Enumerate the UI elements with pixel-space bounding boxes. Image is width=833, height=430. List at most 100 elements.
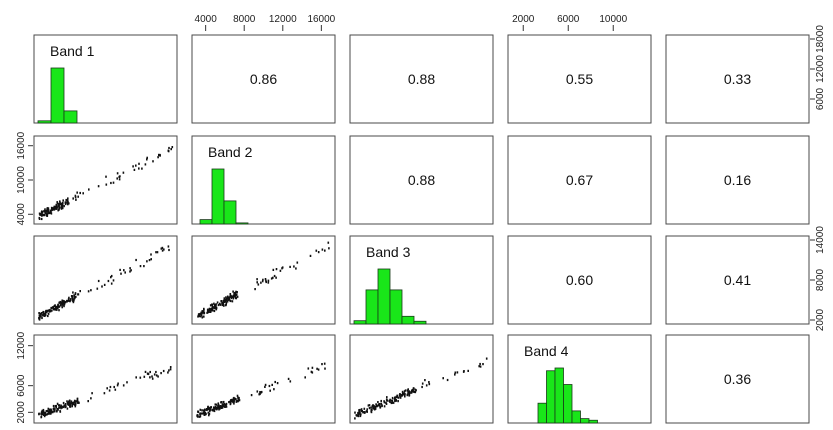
scatter-point-r2-c1	[48, 209, 50, 212]
scatter-point-r4-c2	[208, 414, 210, 417]
scatter-point-r4-c3	[363, 407, 366, 410]
scatter-point-r4-c2	[211, 408, 214, 411]
scatter-point-r3-c2	[309, 254, 312, 257]
scatter-point-r4-c2	[264, 385, 266, 388]
scatter-point-r2-c1	[58, 206, 61, 209]
scatter-point-r3-c1	[47, 314, 49, 318]
scatter-point-r4-c3	[479, 365, 482, 368]
scatter-point-r4-c3	[421, 385, 423, 389]
scatter-point-r4-c1	[50, 408, 52, 411]
scatter-point-r3-c2	[219, 303, 222, 306]
scatter-point-r2-c1	[66, 201, 69, 204]
scatter-point-r3-c2	[220, 300, 222, 303]
scatter-point-r3-c2	[203, 315, 205, 318]
scatter-point-r4-c1	[71, 403, 74, 406]
scatter-point-r2-c1	[53, 207, 56, 210]
histogram-bar-band4-4	[563, 384, 573, 424]
scatter-point-r2-c1	[44, 212, 46, 215]
scatter-point-r3-c1	[63, 301, 65, 304]
scatter-point-r4-c1	[47, 407, 50, 410]
scatter-point-r3-c1	[57, 307, 59, 310]
scatter-point-r4-c2	[214, 403, 217, 406]
scatter-point-r4-c3	[364, 411, 366, 414]
histogram-bar-band4-6	[580, 418, 590, 424]
scatter-point-r4-c3	[370, 411, 373, 414]
scatter-point-r2-c1	[58, 204, 60, 207]
scatter-point-r4-c3	[403, 392, 405, 395]
scatter-point-r4-c3	[409, 391, 411, 394]
scatter-point-r4-c3	[394, 399, 396, 403]
scatter-point-r4-c1	[59, 405, 61, 408]
scatter-point-r3-c1	[161, 249, 164, 252]
correlation-r1-c3: 0.88	[408, 71, 435, 87]
scatter-point-r3-c2	[236, 295, 239, 298]
scatter-point-r4-c3	[379, 406, 381, 409]
scatter-point-r4-c1	[169, 368, 172, 371]
scatter-point-r2-c1	[61, 207, 64, 210]
scatter-point-r4-c1	[53, 407, 55, 410]
scatter-point-r4-c3	[395, 395, 398, 398]
scatter-point-r4-c1	[151, 377, 154, 380]
scatter-point-r4-c1	[56, 402, 59, 405]
scatter-point-r3-c1	[167, 245, 170, 248]
scatter-point-r4-c3	[357, 414, 360, 417]
scatter-point-r2-c1	[171, 146, 174, 149]
scatter-point-r4-c1	[55, 404, 57, 408]
scatter-point-r3-c2	[324, 249, 326, 252]
scatter-point-r4-c3	[378, 404, 380, 407]
scatter-point-r3-c2	[224, 299, 227, 302]
scatter-point-r4-c3	[366, 410, 368, 413]
scatter-point-r4-c1	[40, 412, 42, 415]
panel-r3-c1	[33, 235, 178, 325]
tick-label-right_row3-2: 14000	[815, 226, 826, 254]
scatter-point-r4-c3	[358, 409, 360, 412]
scatter-point-r4-c2	[289, 380, 292, 383]
tick-label-right_row3-1: 8000	[815, 268, 826, 291]
scatter-point-r3-c1	[72, 299, 74, 302]
scatter-point-r2-c1	[50, 210, 52, 213]
scatter-point-r3-c1	[49, 310, 52, 313]
scatter-point-r4-c1	[64, 406, 66, 409]
scatter-point-r4-c2	[219, 407, 221, 410]
scatter-point-r2-c1	[59, 201, 61, 204]
scatter-point-r3-c2	[222, 302, 224, 305]
scatter-point-r2-c1	[152, 160, 154, 163]
histogram-bar-band2-2	[211, 168, 225, 225]
scatter-point-r4-c1	[42, 408, 45, 412]
scatter-point-r3-c1	[77, 293, 80, 296]
scatter-point-r4-c1	[126, 381, 128, 384]
scatter-point-r4-c3	[399, 396, 402, 399]
scatter-point-r4-c2	[203, 409, 206, 413]
scatter-point-r2-c1	[45, 212, 47, 215]
scatter-point-r4-c2	[238, 399, 241, 402]
scatter-point-r3-c1	[97, 279, 100, 283]
band-label-2: Band 2	[208, 144, 253, 160]
scatter-point-r3-c1	[73, 294, 75, 297]
scatter-point-r4-c2	[209, 410, 211, 413]
scatter-point-r2-c1	[52, 207, 55, 210]
mark-layer: 0.86 0.88 0.55 0.33 0.88 0.67 0.16 0.60 0.41 0.36…	[37, 43, 751, 424]
scatter-point-r4-c2	[197, 410, 199, 413]
scatter-point-r2-c1	[43, 210, 45, 213]
panel-r3-c4	[507, 235, 652, 325]
scatter-point-r4-c3	[408, 394, 410, 397]
scatter-point-r4-c3	[389, 400, 391, 403]
scatter-point-r4-c2	[218, 408, 220, 411]
scatter-point-r4-c2	[216, 406, 219, 409]
tick-label-left_row2-2: 16000	[16, 131, 27, 159]
scatter-point-r3-c1	[110, 282, 113, 285]
scatter-point-r4-c1	[74, 402, 77, 405]
scatter-point-r4-c3	[401, 394, 403, 397]
scatter-point-r4-c2	[238, 397, 240, 400]
scatter-point-r3-c1	[150, 253, 152, 256]
scatter-point-r2-c1	[50, 206, 53, 209]
scatter-point-r4-c3	[376, 404, 379, 407]
scatter-point-r2-c1	[146, 158, 148, 161]
scatter-point-r2-c1	[38, 212, 41, 215]
histogram-bar-band3-4	[389, 289, 403, 325]
scatter-point-r2-c1	[116, 172, 119, 175]
scatter-point-r4-c3	[368, 407, 371, 410]
scatter-point-r3-c2	[213, 309, 216, 313]
scatter-point-r4-c1	[157, 375, 159, 378]
scatter-point-r4-c3	[390, 401, 393, 405]
